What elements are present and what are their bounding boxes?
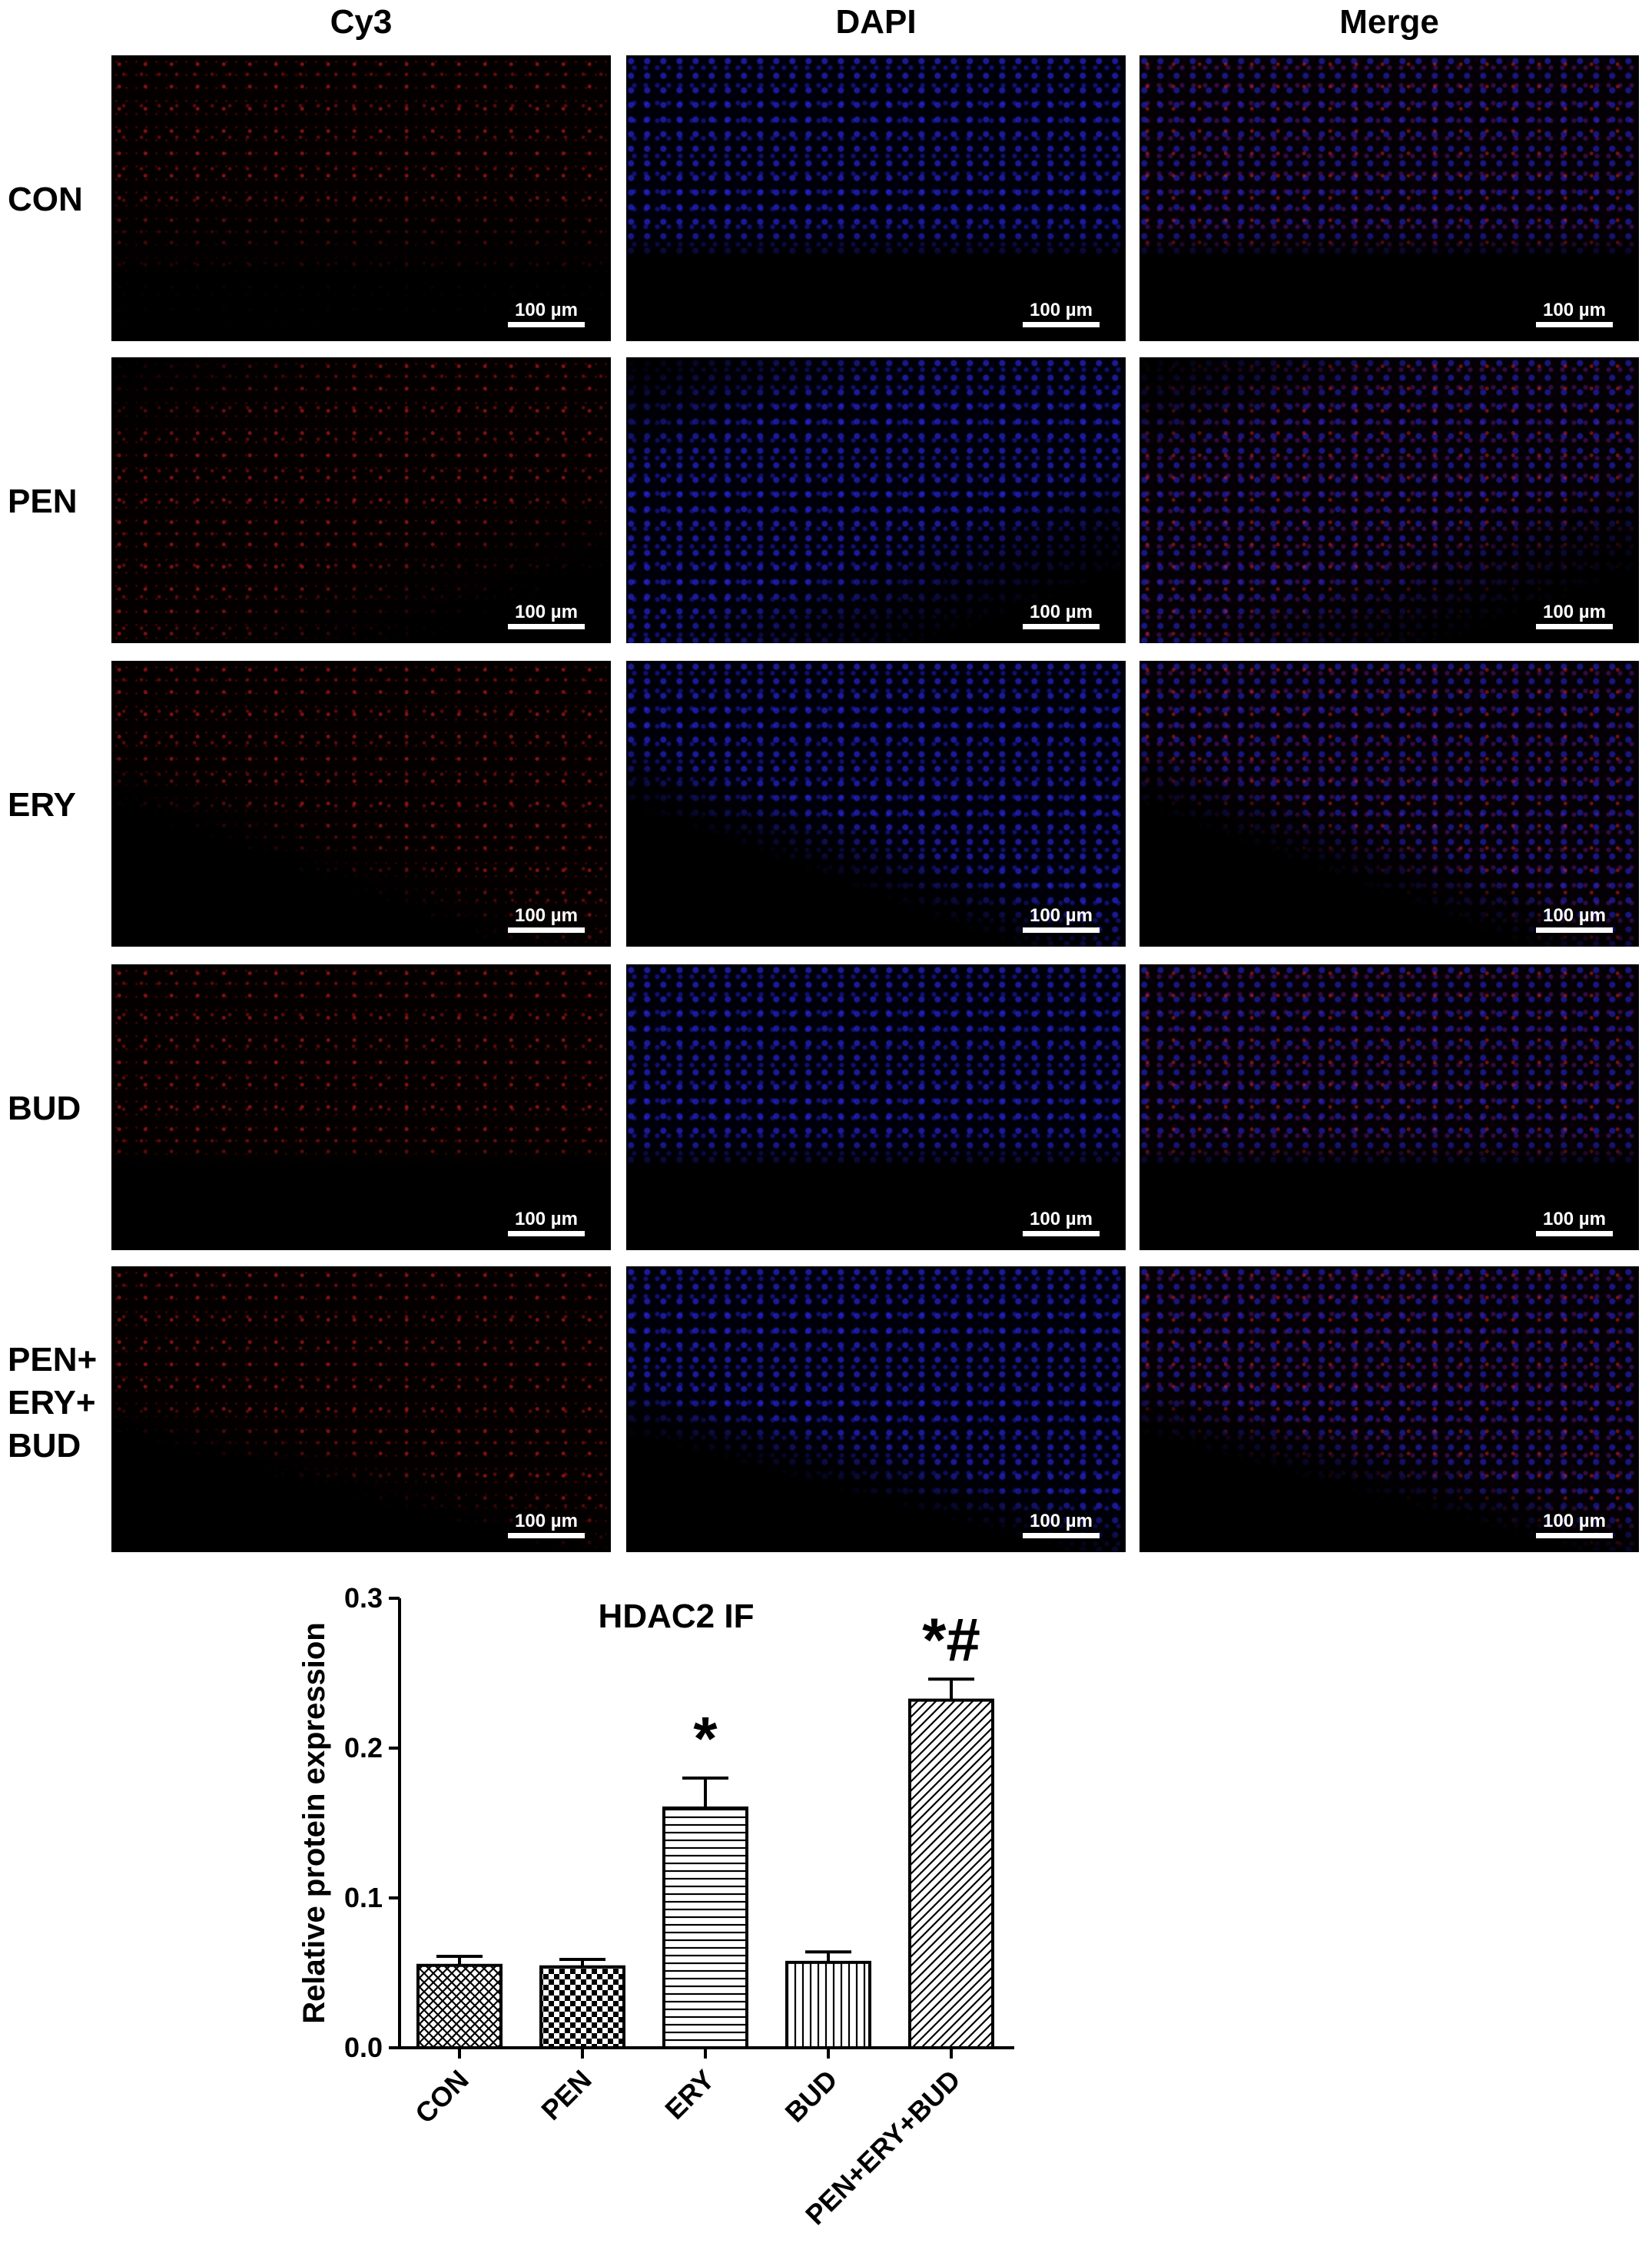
chart-title: HDAC2 IF: [599, 1597, 755, 1635]
row-label-pen: PEN: [8, 483, 78, 520]
micrograph-ery-merge: 100 µm: [1139, 661, 1639, 947]
scale-bar: 100 µm: [1023, 300, 1100, 327]
scale-bar: 100 µm: [508, 1209, 585, 1236]
column-header-cy3: Cy3: [330, 3, 393, 41]
micrograph-con-merge: 100 µm: [1139, 55, 1639, 341]
micrograph-con-cy3: 100 µm: [111, 55, 611, 341]
bar: [539, 1965, 625, 2049]
bar: [785, 1960, 871, 2050]
x-tick-label: BUD: [779, 2064, 844, 2128]
bar: [662, 1806, 748, 2049]
scale-bar: 100 µm: [1023, 1511, 1100, 1538]
row-label-pen-ery-bud: PEN+ ERY+ BUD: [8, 1341, 98, 1465]
scale-bar: 100 µm: [1536, 300, 1613, 327]
y-tick-label: 0.1: [344, 1882, 383, 1913]
bar: [416, 1963, 503, 2049]
scale-bar: 100 µm: [1536, 602, 1613, 629]
row-label-ery: ERY: [8, 786, 76, 824]
micrograph-bud-cy3: 100 µm: [111, 964, 611, 1250]
y-tick-label: 0.2: [344, 1732, 383, 1763]
scale-bar: 100 µm: [1023, 602, 1100, 629]
significance-marker: *#: [922, 1605, 980, 1674]
column-header-dapi: DAPI: [835, 3, 917, 41]
micrograph-ery-cy3: 100 µm: [111, 661, 611, 947]
scale-bar-label: 100 µm: [515, 905, 578, 926]
scale-bar: 100 µm: [508, 602, 585, 629]
scale-bar-label: 100 µm: [1030, 1209, 1093, 1229]
micrograph-pen-ery-bud-dapi: 100 µm: [626, 1266, 1126, 1552]
x-tick-label: PEN: [535, 2064, 597, 2126]
micrograph-bud-merge: 100 µm: [1139, 964, 1639, 1250]
bar: [908, 1698, 994, 2050]
scale-bar-label: 100 µm: [1030, 905, 1093, 926]
micrograph-con-dapi: 100 µm: [626, 55, 1126, 341]
scale-bar: 100 µm: [1536, 1209, 1613, 1236]
micrograph-pen-ery-bud-merge: 100 µm: [1139, 1266, 1639, 1552]
scale-bar-label: 100 µm: [515, 1511, 578, 1531]
y-tick-label: 0.3: [344, 1582, 383, 1614]
micrograph-pen-dapi: 100 µm: [626, 357, 1126, 643]
scale-bar: 100 µm: [1536, 906, 1613, 933]
scale-bar-label: 100 µm: [1030, 300, 1093, 320]
scale-bar-label: 100 µm: [515, 602, 578, 622]
y-axis-label: Relative protein expression: [297, 1622, 331, 2023]
x-tick-label: ERY: [658, 2064, 720, 2125]
scale-bar: 100 µm: [1536, 1511, 1613, 1538]
scale-bar-label: 100 µm: [515, 1209, 578, 1229]
y-tick-label: 0.0: [344, 2032, 383, 2063]
scale-bar: 100 µm: [508, 906, 585, 933]
scale-bar-label: 100 µm: [1030, 1511, 1093, 1531]
micrograph-ery-dapi: 100 µm: [626, 661, 1126, 947]
micrograph-pen-cy3: 100 µm: [111, 357, 611, 643]
scale-bar: 100 µm: [1023, 1209, 1100, 1236]
scale-bar-label: 100 µm: [1543, 1209, 1606, 1229]
column-header-merge: Merge: [1339, 3, 1439, 41]
scale-bar-label: 100 µm: [1030, 602, 1093, 622]
scale-bar-label: 100 µm: [1543, 602, 1606, 622]
scale-bar: 100 µm: [1023, 906, 1100, 933]
scale-bar: 100 µm: [508, 1511, 585, 1538]
micrograph-pen-merge: 100 µm: [1139, 357, 1639, 643]
scale-bar-label: 100 µm: [1543, 1511, 1606, 1531]
micrograph-bud-dapi: 100 µm: [626, 964, 1126, 1250]
row-label-con: CON: [8, 181, 83, 218]
scale-bar-label: 100 µm: [1543, 905, 1606, 926]
scale-bar-label: 100 µm: [1543, 300, 1606, 320]
significance-marker: *: [693, 1704, 718, 1773]
x-tick-label: CON: [409, 2064, 475, 2130]
row-label-bud: BUD: [8, 1090, 81, 1127]
scale-bar: 100 µm: [508, 300, 585, 327]
scale-bar-label: 100 µm: [515, 300, 578, 320]
micrograph-pen-ery-bud-cy3: 100 µm: [111, 1266, 611, 1552]
